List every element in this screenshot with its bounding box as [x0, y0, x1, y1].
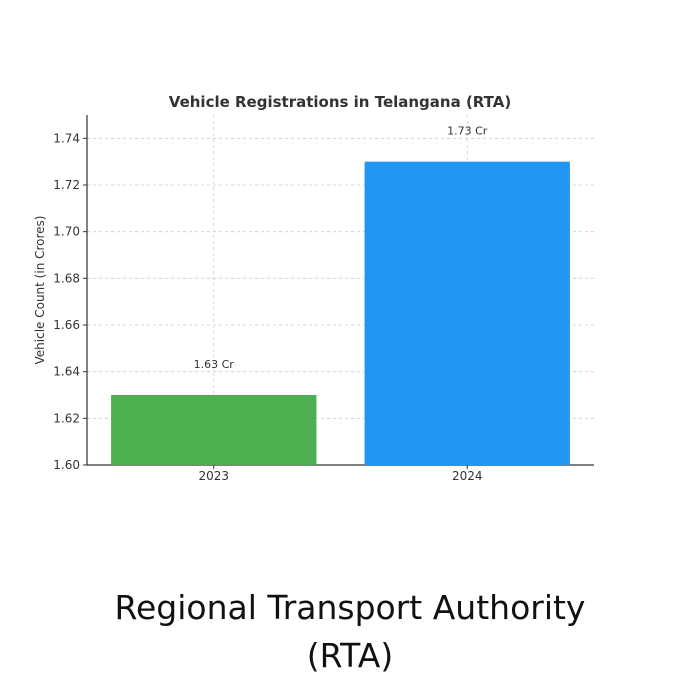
x-tick-label: 2023 [198, 469, 229, 483]
y-tick-label: 1.64 [53, 365, 80, 379]
data-label-2023: 1.63 Cr [194, 358, 235, 371]
caption-subtitle: (RTA) [306, 636, 394, 675]
y-tick-label: 1.60 [53, 458, 80, 472]
bar-chart: 1.60 1.62 1.64 1.66 1.68 1.70 1.72 1.74 1.63 Cr 2… [33, 93, 594, 483]
x-tick-label: 2024 [452, 469, 483, 483]
y-tick-label: 1.74 [53, 131, 80, 145]
y-tick-label: 1.62 [53, 411, 80, 425]
bar-2024 [364, 161, 570, 465]
caption-title: Regional Transport Authority [114, 588, 586, 627]
y-axis-label: Vehicle Count (in Crores) [33, 216, 47, 365]
labels: 1.60 1.62 1.64 1.66 1.68 1.70 1.72 1.74 1.63 Cr 2… [53, 125, 488, 483]
chart-container: 1.60 1.62 1.64 1.66 1.68 1.70 1.72 1.74 1.63 Cr 2… [33, 93, 594, 483]
bars [111, 161, 570, 465]
y-tick-label: 1.68 [53, 271, 80, 285]
y-tick-label: 1.66 [53, 318, 80, 332]
chart-title: Vehicle Registrations in Telangana (RTA) [169, 93, 511, 111]
y-tick-label: 1.72 [53, 178, 80, 192]
data-label-2024: 1.73 Cr [447, 125, 488, 138]
bar-2023 [111, 395, 317, 465]
y-tick-label: 1.70 [53, 225, 80, 239]
